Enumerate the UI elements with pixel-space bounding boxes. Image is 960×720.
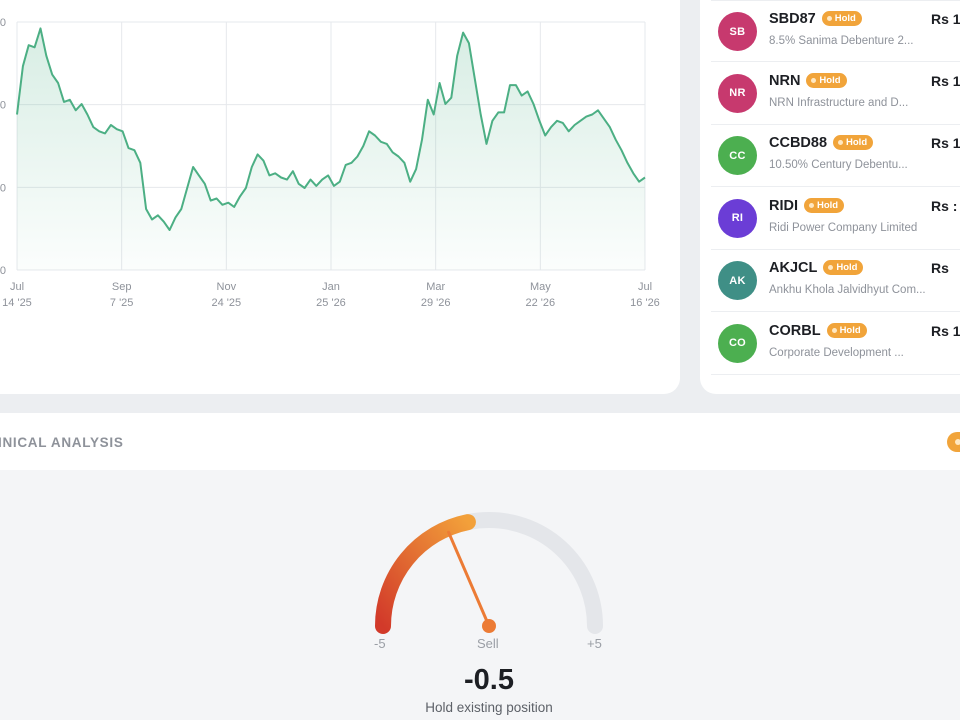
status-badge-text: Hold [834,13,856,24]
holding-description: Ankhu Khola Jalvidhyut Com... [769,284,926,296]
holding-symbol: RIDI Hold [769,197,845,214]
holding-description: Corporate Development ... [769,346,904,359]
holding-row-sbd87[interactable]: SB SBD87 Hold 8.5% Sanima Debenture 2... Rs … [711,0,960,62]
holding-description: 10.50% Century Debentu... [769,159,908,171]
gauge-needle [447,530,491,628]
gauge-pivot [482,619,496,633]
status-badge: Hold [804,197,845,213]
status-badge: Hold [833,135,874,150]
holding-symbol: SBD87 Hold [769,11,862,27]
holding-symbol: CCBD88 Hold [769,135,874,151]
gauge-track [375,512,603,634]
holding-description: Ridi Power Company Limited [769,221,918,234]
holding-symbol-text: AKJCL [769,260,818,276]
status-badge: Hold [806,72,847,88]
x-tick-date: 24 '25 [212,297,242,309]
gauge-max-label: +5 [587,636,602,651]
avatar: NR [718,73,757,113]
avatar: RI [718,198,757,238]
x-tick-date: 16 '26 [630,297,660,309]
y-tick-label: 0 [0,182,6,194]
status-badge-text: Hold [819,74,841,86]
badge-dot-icon [831,327,837,333]
status-badge: Hold [821,11,862,26]
holding-row-ridi[interactable]: RI RIDI Hold Ridi Power Company Limited Rs : [711,188,960,250]
holding-symbol-text: CORBL [769,322,821,339]
x-tick-month: Nov [217,281,237,293]
gauge-min-label: -5 [374,636,386,651]
holding-row-nrn[interactable]: NR NRN Hold NRN Infrastructure and D... Rs 1… [711,63,960,125]
badge-dot-icon [826,16,832,21]
holding-symbol-text: NRN [769,72,801,89]
x-tick-date: 25 '26 [316,297,346,309]
x-tick-month: Jul [638,281,652,293]
badge-dot-icon [809,202,814,208]
y-tick-label: 0 [0,265,6,277]
badge-dot-icon [828,265,834,270]
x-tick-month: Mar [426,281,445,293]
holding-symbol-text: CCBD88 [769,135,828,151]
holding-description: 8.5% Sanima Debenture 2... [769,35,914,47]
avatar: CC [718,136,757,175]
status-badge: Hold [823,260,864,275]
price-history-chart[interactable]: 0 0 0 0 Jul 14 '25 Sep 7 '25 Nov 24 '25 Jan 25 '26 M… [0,0,680,394]
holding-row-akjcl[interactable]: AK AKJCL Hold Ankhu Khola Jalvidhyut Com...… [711,250,960,312]
status-badge-text: Hold [817,199,839,211]
gauge-fill [375,514,476,634]
y-tick-label: 0 [0,17,6,29]
x-tick-date: 7 '25 [110,297,134,309]
holdings-list: SB SBD87 Hold 8.5% Sanima Debenture 2... Rs … [700,0,960,394]
price-series-line [16,27,646,231]
status-badge-text: Hold [846,137,868,148]
signal-gauge [375,512,603,634]
holding-symbol-text: SBD87 [769,11,816,27]
avatar: SB [718,12,757,51]
holding-price: Rs 1, [931,11,960,27]
gauge-zone-label: Sell [477,636,499,651]
technical-analysis-header: HNICAL ANALYSIS [0,413,960,470]
technical-score: -0.5 [464,664,514,696]
status-badge-text: Hold [836,262,858,273]
holding-price: Rs : [931,197,958,214]
x-tick-month: Jan [322,281,340,293]
avatar: CO [718,323,757,363]
status-badge-text: Hold [839,324,861,336]
holding-symbol-text: RIDI [769,197,798,214]
avatar: AK [718,261,757,300]
x-tick-month: Sep [112,281,132,293]
signal-dot-icon [955,439,960,445]
status-badge: Hold [826,322,867,338]
x-tick-month: May [530,281,551,293]
holding-description: NRN Infrastructure and D... [769,96,909,109]
holding-row-ccbd88[interactable]: CC CCBD88 Hold 10.50% Century Debentu... Rs … [711,125,960,187]
holding-symbol: NRN Hold [769,72,847,89]
x-tick-date: 22 '26 [526,297,556,309]
badge-dot-icon [811,77,817,83]
price-chart-card: 0 0 0 0 Jul 14 '25 Sep 7 '25 Nov 24 '25 Jan 25 '26 M… [0,0,680,394]
x-tick-date: 29 '26 [421,297,451,309]
technical-verdict: Hold existing position [425,700,553,715]
holding-price: Rs [931,260,949,276]
holding-price: Rs 1, [931,322,960,339]
x-tick-date: 14 '25 [2,297,32,309]
technical-analysis-panel [0,470,960,720]
y-tick-label: 0 [0,100,6,112]
holding-price: Rs 1, [931,135,960,151]
badge-dot-icon [838,140,844,145]
holding-price: Rs 1,3 [931,72,960,89]
holding-symbol: CORBL Hold [769,322,867,339]
x-tick-month: Jul [10,281,24,293]
signal-badge[interactable] [947,432,960,452]
holding-row-corbl[interactable]: CO CORBL Hold Corporate Development ... Rs 1… [711,313,960,375]
holding-symbol: AKJCL Hold [769,260,864,276]
price-area-fill [17,28,645,271]
technical-analysis-title: HNICAL ANALYSIS [0,435,124,450]
